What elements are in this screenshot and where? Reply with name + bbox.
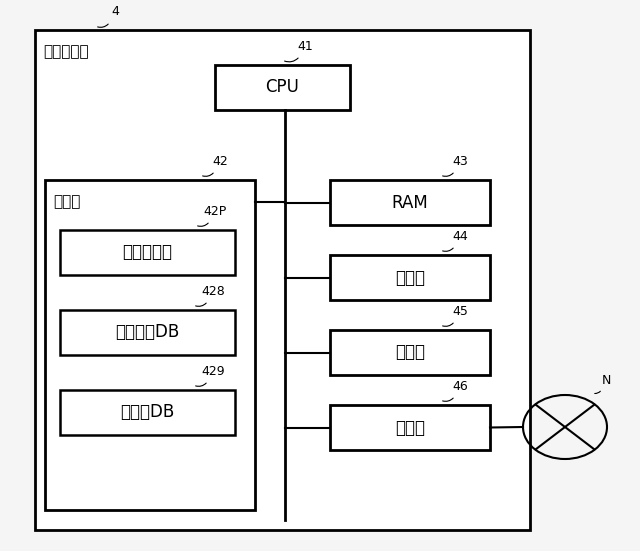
Bar — [45, 180, 255, 510]
Bar — [330, 180, 490, 225]
Text: 41: 41 — [297, 40, 313, 53]
Bar — [330, 330, 490, 375]
Text: CPU: CPU — [266, 78, 300, 96]
Text: 43: 43 — [452, 155, 468, 168]
Bar — [35, 30, 530, 530]
Bar — [60, 390, 235, 435]
Text: 端末数DB: 端末数DB — [120, 403, 175, 422]
Text: 表示部: 表示部 — [395, 343, 425, 361]
Text: 属性情報DB: 属性情報DB — [115, 323, 180, 342]
Text: RAM: RAM — [392, 193, 428, 212]
Text: 42P: 42P — [204, 205, 227, 218]
Bar — [60, 230, 235, 275]
Text: 44: 44 — [452, 230, 468, 243]
Text: 通信部: 通信部 — [395, 419, 425, 436]
Text: 入力部: 入力部 — [395, 268, 425, 287]
Text: N: N — [602, 374, 611, 387]
Text: プログラム: プログラム — [122, 244, 173, 262]
Text: 記憶部: 記憶部 — [53, 195, 81, 209]
Bar — [330, 405, 490, 450]
Text: 42: 42 — [212, 155, 228, 168]
Bar — [60, 310, 235, 355]
Text: 429: 429 — [201, 365, 225, 378]
Bar — [215, 65, 350, 110]
Text: サーバ装置: サーバ装置 — [43, 45, 88, 60]
Text: 45: 45 — [452, 305, 468, 318]
Bar — [330, 255, 490, 300]
Text: 428: 428 — [201, 285, 225, 298]
Text: 4: 4 — [111, 5, 119, 18]
Text: 46: 46 — [452, 380, 468, 393]
